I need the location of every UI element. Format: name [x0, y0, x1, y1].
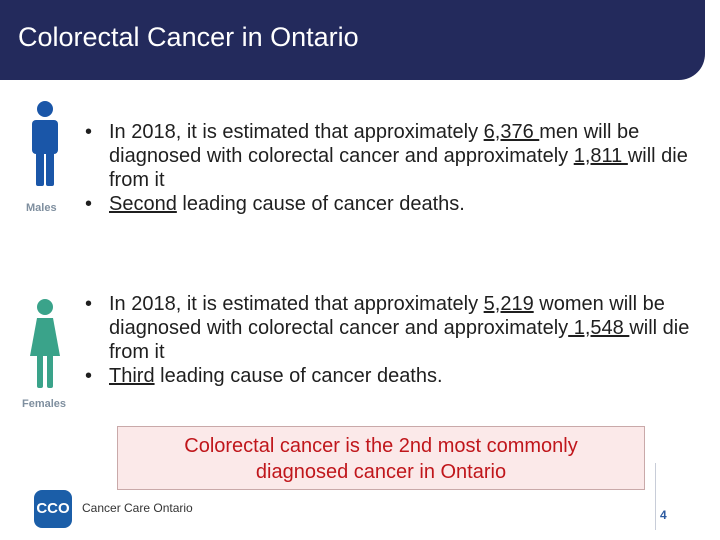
male-deaths-count: 1,811: [573, 145, 628, 167]
logo-text: Cancer Care Ontario: [82, 501, 193, 515]
list-item: In 2018, it is estimated that approximat…: [82, 292, 712, 364]
callout-line-1: Colorectal cancer is the 2nd most common…: [184, 435, 578, 457]
females-bullet-list: In 2018, it is estimated that approximat…: [82, 292, 712, 388]
title-bar: Colorectal Cancer in Ontario: [0, 0, 705, 80]
females-label: Females: [22, 398, 67, 410]
page-title: Colorectal Cancer in Ontario: [18, 22, 359, 52]
male-diagnosed-count: 6,376: [483, 121, 540, 143]
list-item: In 2018, it is estimated that approximat…: [82, 120, 707, 192]
males-bullet-list: In 2018, it is estimated that approximat…: [82, 120, 707, 216]
cco-logo: CCO: [34, 490, 72, 528]
female-diagnosed-count: 5,219: [483, 293, 534, 315]
males-label: Males: [26, 202, 57, 214]
list-item: Third leading cause of cancer deaths.: [82, 364, 712, 388]
callout-box: Colorectal cancer is the 2nd most common…: [117, 426, 645, 490]
male-person-icon: [32, 101, 58, 186]
female-deaths-count: 1,548: [568, 317, 630, 339]
female-person-icon: [30, 299, 60, 388]
male-rank: Second: [109, 193, 177, 215]
callout-line-2: diagnosed cancer in Ontario: [255, 461, 507, 483]
female-rank: Third: [109, 365, 155, 387]
divider: [655, 463, 656, 530]
page-number: 4: [660, 508, 667, 522]
list-item: Second leading cause of cancer deaths.: [82, 192, 707, 216]
